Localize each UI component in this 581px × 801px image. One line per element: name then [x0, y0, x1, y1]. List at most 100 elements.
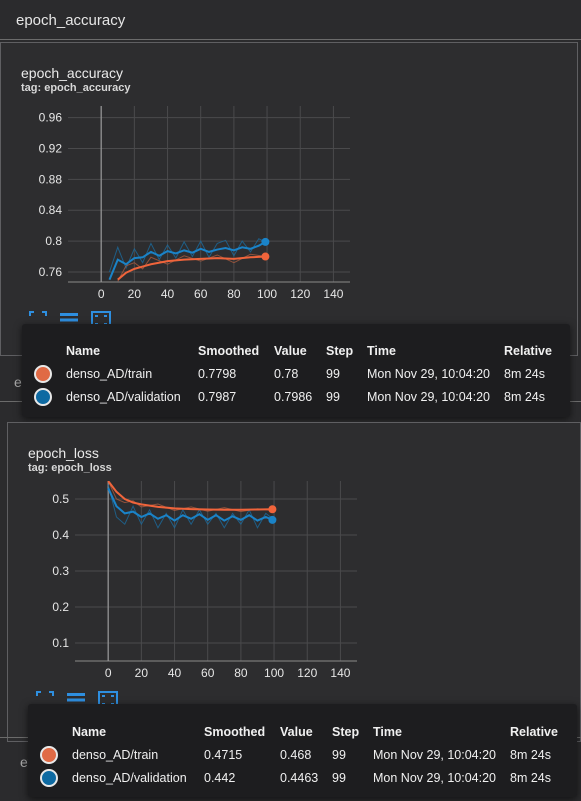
tooltip-row: denso_AD/validation 0.442 0.4463 99 Mon …: [40, 766, 570, 789]
swatch-train: [34, 364, 52, 383]
y-tick-label: 0.8: [45, 234, 62, 248]
section-title: epoch_accuracy: [16, 12, 126, 29]
x-tick-label: 40: [168, 666, 182, 680]
tooltip-row: denso_AD/train 0.4715 0.468 99 Mon Nov 2…: [40, 743, 570, 766]
col-time: Time: [367, 344, 396, 358]
series-smoothed-line: [117, 255, 266, 281]
row-name: denso_AD/train: [66, 366, 153, 381]
y-tick-label: 0.5: [52, 492, 69, 506]
x-tick-label: 60: [194, 287, 208, 301]
row-name: denso_AD/validation: [72, 770, 187, 785]
series-smoothed-line: [107, 481, 273, 511]
row-step: 99: [332, 747, 346, 762]
card-title: epoch_accuracy: [21, 65, 123, 81]
x-tick-label: 140: [323, 287, 343, 301]
series-end-point: [261, 252, 270, 261]
series-smoothed-line: [108, 240, 266, 281]
row-smoothed: 0.7798: [198, 366, 237, 381]
series-raw-line: [108, 238, 266, 273]
y-tick-label: 0.84: [39, 203, 63, 217]
loss-tooltip: Name Smoothed Value Step Time Relative d…: [28, 704, 577, 797]
col-value: Value: [280, 725, 313, 739]
row-value: 0.468: [280, 747, 312, 762]
row-step: 99: [326, 366, 340, 381]
col-step: Step: [326, 344, 354, 358]
col-relative: Relative: [504, 344, 552, 358]
row-relative: 8m 24s: [504, 389, 545, 404]
x-tick-label: 120: [297, 666, 317, 680]
series-end-point: [268, 515, 277, 524]
row-name: denso_AD/validation: [66, 389, 181, 404]
col-value: Value: [274, 344, 307, 358]
row-time: Mon Nov 29, 10:04:20: [373, 770, 496, 785]
col-smoothed: Smoothed: [204, 725, 266, 739]
y-tick-label: 0.76: [39, 265, 63, 279]
card-title: epoch_loss: [28, 445, 99, 461]
row-relative: 8m 24s: [504, 366, 545, 381]
series-end-point: [268, 505, 277, 514]
y-tick-label: 0.88: [39, 172, 63, 186]
fullscreen-icon[interactable]: [29, 311, 47, 329]
card-tag: tag: epoch_loss: [28, 462, 112, 474]
x-tick-label: 140: [330, 666, 350, 680]
row-smoothed: 0.442: [204, 770, 236, 785]
x-tick-label: 80: [234, 666, 248, 680]
accuracy-tooltip: Name Smoothed Value Step Time Relative d…: [22, 324, 570, 417]
plot-area: 0.76 0.8 0.84 0.88 0.92 0.96 0 20 40 60 80 100 120 14…: [39, 106, 350, 301]
row-value: 0.4463: [280, 770, 319, 785]
col-relative: Relative: [510, 725, 558, 739]
x-tick-label: 0: [105, 666, 112, 680]
x-tick-label: 100: [257, 287, 277, 301]
col-smoothed: Smoothed: [198, 344, 260, 358]
tooltip-row: denso_AD/validation 0.7987 0.7986 99 Mon…: [34, 385, 564, 408]
x-tick-label: 20: [135, 666, 149, 680]
tooltip-header-row: Name Smoothed Value Step Time Relative: [34, 340, 564, 362]
row-relative: 8m 24s: [510, 770, 551, 785]
x-tick-label: 80: [227, 287, 241, 301]
row-step: 99: [326, 389, 340, 404]
loss-tooltip-table: Name Smoothed Value Step Time Relative d…: [40, 721, 570, 789]
tooltip-row: denso_AD/train 0.7798 0.78 99 Mon Nov 29…: [34, 362, 564, 385]
swatch-validation: [34, 387, 52, 406]
series-smoothed-line: [107, 487, 273, 522]
y-tick-label: 0.3: [52, 564, 69, 578]
loss-chart[interactable]: 0.1 0.2 0.3 0.4 0.5 0 20 40 60 80 100 120 140: [27, 477, 367, 682]
y-tick-label: 0.92: [39, 141, 63, 155]
y-tick-label: 0.2: [52, 600, 69, 614]
row-smoothed: 0.4715: [204, 747, 243, 762]
series-group: [107, 481, 273, 529]
accuracy-card: epoch_accuracy tag: epoch_accuracy: [0, 42, 578, 356]
loss-card: epoch_loss tag: epoch_loss: [7, 422, 581, 742]
swatch-validation: [40, 768, 58, 787]
accuracy-chart[interactable]: 0.76 0.8 0.84 0.88 0.92 0.96 0 20 40 60 80 100 120 14…: [20, 102, 360, 302]
section-header-accuracy[interactable]: epoch_accuracy: [0, 0, 581, 40]
row-value: 0.78: [274, 366, 299, 381]
series-raw-line: [107, 484, 273, 529]
series-end-point: [261, 237, 270, 246]
col-name: Name: [66, 344, 101, 358]
col-time: Time: [373, 725, 402, 739]
plot-area: 0.1 0.2 0.3 0.4 0.5 0 20 40 60 80 100 120 140: [52, 481, 357, 680]
x-tick-label: 60: [201, 666, 215, 680]
col-step: Step: [332, 725, 360, 739]
swatch-train: [40, 745, 58, 764]
x-tick-label: 20: [128, 287, 142, 301]
fullscreen-icon[interactable]: [36, 691, 54, 709]
y-tick-label: 0.96: [39, 111, 63, 125]
row-name: denso_AD/train: [72, 747, 159, 762]
accuracy-tooltip-table: Name Smoothed Value Step Time Relative d…: [34, 340, 564, 408]
x-tick-label: 0: [98, 287, 105, 301]
x-tick-label: 120: [290, 287, 310, 301]
row-step: 99: [332, 770, 346, 785]
row-smoothed: 0.7987: [198, 389, 237, 404]
x-tick-label: 40: [161, 287, 175, 301]
series-raw-line: [107, 481, 273, 513]
row-time: Mon Nov 29, 10:04:20: [367, 366, 490, 381]
series-group: [108, 238, 266, 282]
y-tick-label: 0.4: [52, 528, 69, 542]
row-value: 0.7986: [274, 389, 313, 404]
card-tag: tag: epoch_accuracy: [21, 82, 131, 94]
row-relative: 8m 24s: [510, 747, 551, 762]
tooltip-header-row: Name Smoothed Value Step Time Relative: [40, 721, 570, 743]
col-name: Name: [72, 725, 107, 739]
